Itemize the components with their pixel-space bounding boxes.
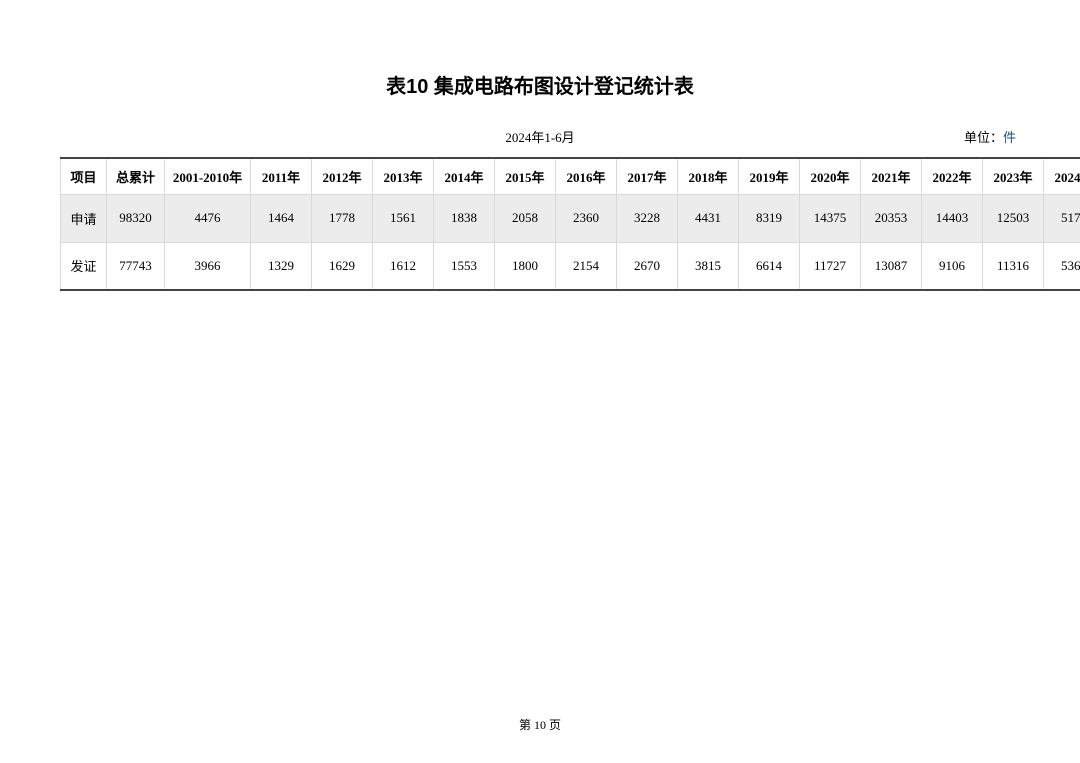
col-header: 2011年: [251, 158, 312, 194]
table-header-row: 项目总累计2001-2010年2011年2012年2013年2014年2015年…: [61, 158, 1080, 194]
col-header: 2012年: [312, 158, 373, 194]
cell: 1838: [434, 194, 495, 242]
date-range: 2024年1-6月: [505, 127, 574, 146]
cell: 8319: [739, 194, 800, 242]
row-label: 申请: [61, 194, 107, 242]
col-header: 2019年: [739, 158, 800, 194]
col-header: 总累计: [107, 158, 165, 194]
cell: 77743: [107, 242, 165, 290]
col-header: 2015年: [495, 158, 556, 194]
cell: 1561: [373, 194, 434, 242]
page-title: 表10 集成电路布图设计登记统计表: [60, 70, 1020, 99]
table-row: 申请98320447614641778156118382058236032284…: [61, 194, 1080, 242]
cell: 14375: [800, 194, 861, 242]
cell: 1800: [495, 242, 556, 290]
cell: 2360: [556, 194, 617, 242]
col-header: 2013年: [373, 158, 434, 194]
col-header: 2022年: [922, 158, 983, 194]
cell: 14403: [922, 194, 983, 242]
col-header: 2023年: [983, 158, 1044, 194]
cell: 98320: [107, 194, 165, 242]
cell: 11727: [800, 242, 861, 290]
cell: 1612: [373, 242, 434, 290]
stats-table: 项目总累计2001-2010年2011年2012年2013年2014年2015年…: [60, 157, 1080, 291]
cell: 9106: [922, 242, 983, 290]
unit-label: 单位：件: [964, 127, 1016, 146]
unit-prefix: 单位：: [964, 130, 1003, 145]
cell: 2154: [556, 242, 617, 290]
col-header: 2001-2010年: [165, 158, 251, 194]
row-label: 发证: [61, 242, 107, 290]
cell: 4476: [165, 194, 251, 242]
page-footer: 第 10 页: [0, 716, 1080, 733]
col-header: 2014年: [434, 158, 495, 194]
cell: 5365: [1044, 242, 1080, 290]
cell: 5173: [1044, 194, 1080, 242]
cell: 20353: [861, 194, 922, 242]
cell: 1629: [312, 242, 373, 290]
cell: 1464: [251, 194, 312, 242]
cell: 13087: [861, 242, 922, 290]
cell: 3815: [678, 242, 739, 290]
table-body: 申请98320447614641778156118382058236032284…: [61, 194, 1080, 290]
unit-value: 件: [1003, 130, 1016, 145]
col-header: 项目: [61, 158, 107, 194]
col-header: 2020年: [800, 158, 861, 194]
cell: 2058: [495, 194, 556, 242]
cell: 1329: [251, 242, 312, 290]
cell: 1778: [312, 194, 373, 242]
cell: 3966: [165, 242, 251, 290]
table-head: 项目总累计2001-2010年2011年2012年2013年2014年2015年…: [61, 158, 1080, 194]
cell: 1553: [434, 242, 495, 290]
col-header: 2017年: [617, 158, 678, 194]
cell: 6614: [739, 242, 800, 290]
col-header: 2016年: [556, 158, 617, 194]
col-header: 2021年: [861, 158, 922, 194]
document-page: 表10 集成电路布图设计登记统计表 2024年1-6月 单位：件 项目总累计20…: [0, 0, 1080, 291]
table-row: 发证77743396613291629161215531800215426703…: [61, 242, 1080, 290]
col-header: 2018年: [678, 158, 739, 194]
cell: 12503: [983, 194, 1044, 242]
cell: 11316: [983, 242, 1044, 290]
cell: 2670: [617, 242, 678, 290]
col-header: 2024年: [1044, 158, 1080, 194]
cell: 4431: [678, 194, 739, 242]
meta-row: 2024年1-6月 单位：件: [60, 127, 1020, 149]
cell: 3228: [617, 194, 678, 242]
